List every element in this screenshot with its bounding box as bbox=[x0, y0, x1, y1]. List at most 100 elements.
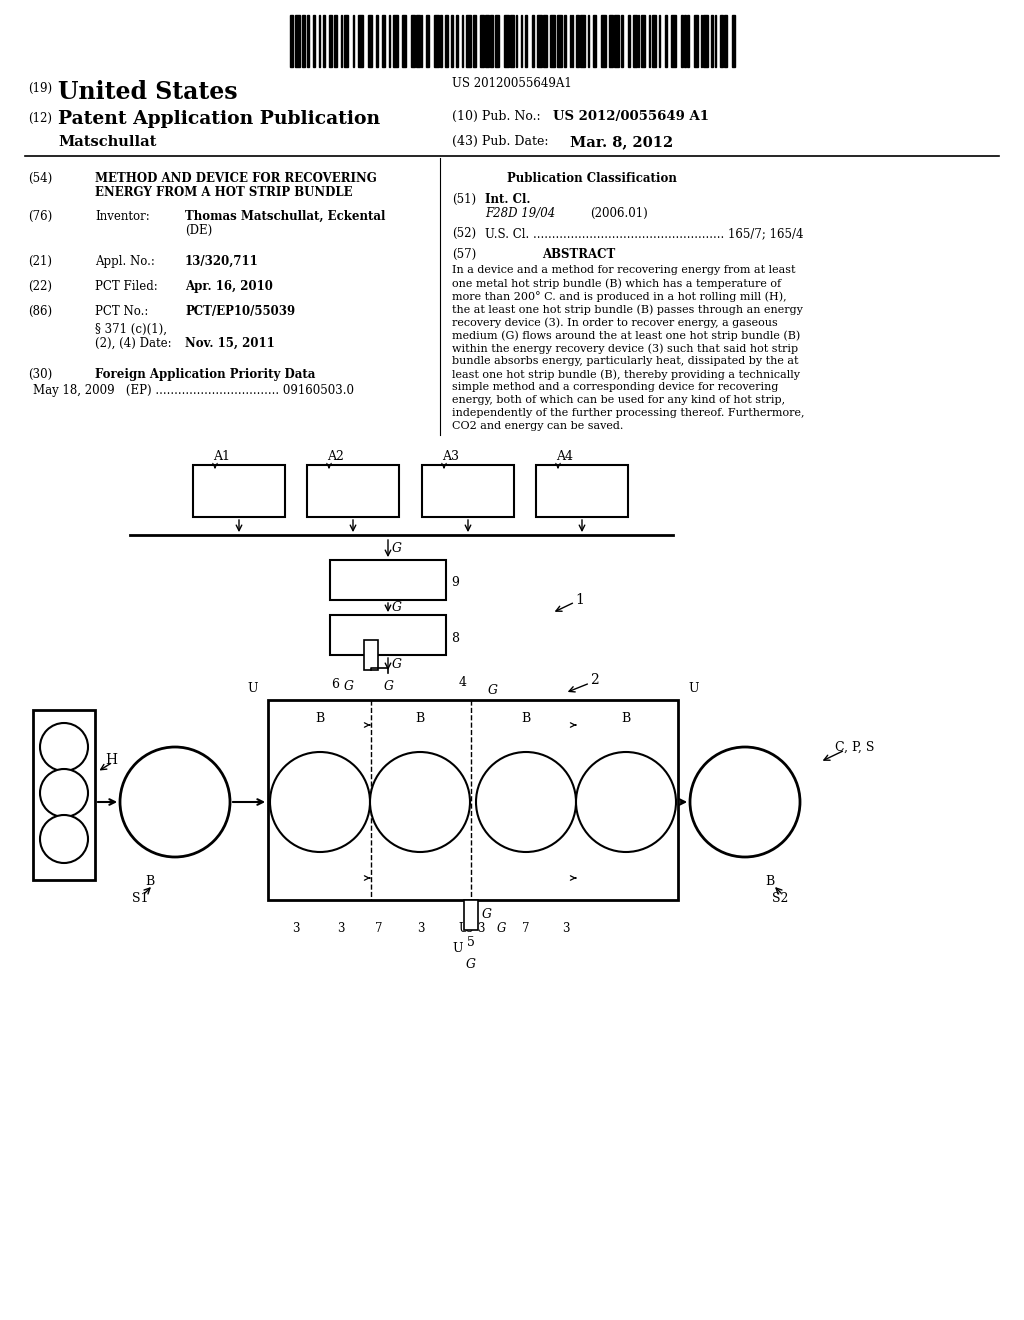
Bar bbox=[193, 465, 285, 517]
Text: Mar. 8, 2012: Mar. 8, 2012 bbox=[570, 135, 673, 149]
Text: (54): (54) bbox=[28, 172, 52, 185]
Text: G: G bbox=[392, 601, 402, 614]
Bar bbox=[426, 15, 429, 67]
Bar bbox=[557, 15, 562, 67]
Bar bbox=[445, 15, 449, 67]
Bar bbox=[564, 15, 566, 67]
Bar bbox=[633, 15, 637, 67]
Bar bbox=[687, 15, 689, 67]
Text: (30): (30) bbox=[28, 368, 52, 381]
Text: U: U bbox=[453, 941, 463, 954]
Bar bbox=[307, 15, 309, 67]
Text: US 20120055649A1: US 20120055649A1 bbox=[453, 77, 571, 90]
Bar bbox=[580, 15, 585, 67]
Text: G: G bbox=[497, 921, 506, 935]
Bar bbox=[473, 15, 476, 67]
Text: bundle absorbs energy, particularly heat, dissipated by the at: bundle absorbs energy, particularly heat… bbox=[452, 356, 799, 366]
Bar bbox=[550, 15, 555, 67]
Bar bbox=[532, 15, 534, 67]
Text: (57): (57) bbox=[452, 248, 476, 261]
Bar bbox=[628, 15, 630, 67]
Text: S2: S2 bbox=[772, 892, 788, 906]
Text: G: G bbox=[509, 800, 519, 813]
Bar bbox=[323, 15, 325, 67]
Text: (43) Pub. Date:: (43) Pub. Date: bbox=[452, 135, 549, 148]
Text: 3: 3 bbox=[562, 921, 569, 935]
Bar bbox=[344, 15, 348, 67]
Text: 5: 5 bbox=[467, 936, 475, 949]
Bar bbox=[724, 15, 727, 67]
Text: U: U bbox=[688, 681, 698, 694]
Text: 13/320,711: 13/320,711 bbox=[185, 255, 259, 268]
Text: (51): (51) bbox=[452, 193, 476, 206]
Text: CO2 and energy can be saved.: CO2 and energy can be saved. bbox=[452, 421, 624, 432]
Text: G: G bbox=[482, 908, 492, 921]
Bar bbox=[614, 15, 618, 67]
Text: H: H bbox=[105, 752, 117, 767]
Text: Thomas Matschullat, Eckental: Thomas Matschullat, Eckental bbox=[185, 210, 385, 223]
Text: A1: A1 bbox=[213, 450, 230, 463]
Text: 1: 1 bbox=[575, 593, 584, 607]
Text: B: B bbox=[315, 711, 325, 725]
Text: Matschullat: Matschullat bbox=[58, 135, 157, 149]
Bar bbox=[621, 15, 623, 67]
Text: F28D 19/04: F28D 19/04 bbox=[485, 207, 555, 220]
Bar bbox=[671, 15, 676, 67]
Bar bbox=[485, 15, 489, 67]
Text: (19): (19) bbox=[28, 82, 52, 95]
Bar bbox=[694, 15, 698, 67]
Text: the at least one hot strip bundle (B) passes through an energy: the at least one hot strip bundle (B) pa… bbox=[452, 304, 803, 314]
Bar bbox=[464, 900, 478, 931]
Text: Int. Cl.: Int. Cl. bbox=[485, 193, 530, 206]
Bar bbox=[268, 700, 678, 900]
Bar bbox=[711, 15, 713, 67]
Bar bbox=[593, 15, 596, 67]
Circle shape bbox=[476, 752, 575, 851]
Text: ENERGY FROM A HOT STRIP BUNDLE: ENERGY FROM A HOT STRIP BUNDLE bbox=[95, 186, 352, 199]
Bar bbox=[329, 15, 332, 67]
Bar bbox=[402, 15, 406, 67]
Text: G: G bbox=[392, 657, 402, 671]
Text: Nov. 15, 2011: Nov. 15, 2011 bbox=[185, 337, 274, 350]
Text: energy, both of which can be used for any kind of hot strip,: energy, both of which can be used for an… bbox=[452, 395, 785, 405]
Text: 3: 3 bbox=[292, 921, 300, 935]
Circle shape bbox=[40, 723, 88, 771]
Text: U: U bbox=[458, 921, 468, 935]
Bar bbox=[641, 15, 645, 67]
Circle shape bbox=[120, 747, 230, 857]
Text: Foreign Application Priority Data: Foreign Application Priority Data bbox=[95, 368, 315, 381]
Bar bbox=[575, 15, 579, 67]
Bar bbox=[720, 15, 723, 67]
Bar bbox=[665, 15, 667, 67]
Text: B: B bbox=[415, 711, 424, 725]
Bar bbox=[490, 15, 493, 67]
Text: (52): (52) bbox=[452, 227, 476, 240]
Bar bbox=[681, 15, 683, 67]
Text: US 2012/0055649 A1: US 2012/0055649 A1 bbox=[553, 110, 709, 123]
Text: 7: 7 bbox=[522, 921, 529, 935]
Circle shape bbox=[40, 814, 88, 863]
Text: Publication Classification: Publication Classification bbox=[507, 172, 677, 185]
Text: (2), (4) Date:: (2), (4) Date: bbox=[95, 337, 172, 350]
Text: A3: A3 bbox=[442, 450, 459, 463]
Text: (21): (21) bbox=[28, 255, 52, 268]
Bar bbox=[302, 15, 305, 67]
Bar bbox=[504, 15, 509, 67]
Text: PCT Filed:: PCT Filed: bbox=[95, 280, 158, 293]
Text: B: B bbox=[521, 711, 530, 725]
Bar bbox=[382, 15, 385, 67]
Bar bbox=[411, 15, 415, 67]
Text: METHOD AND DEVICE FOR RECOVERING: METHOD AND DEVICE FOR RECOVERING bbox=[95, 172, 377, 185]
Text: 3: 3 bbox=[337, 921, 345, 935]
Text: 6: 6 bbox=[331, 678, 339, 692]
Bar bbox=[440, 15, 442, 67]
Circle shape bbox=[575, 752, 676, 851]
Text: (22): (22) bbox=[28, 280, 52, 293]
Text: Inventor:: Inventor: bbox=[95, 210, 150, 223]
Text: (DE): (DE) bbox=[185, 224, 212, 238]
Text: 3: 3 bbox=[417, 921, 425, 935]
Text: A4: A4 bbox=[556, 450, 573, 463]
Text: Appl. No.:: Appl. No.: bbox=[95, 255, 155, 268]
Text: 8: 8 bbox=[451, 631, 459, 644]
Text: U.S. Cl. ................................................... 165/7; 165/4: U.S. Cl. ...............................… bbox=[485, 227, 804, 240]
